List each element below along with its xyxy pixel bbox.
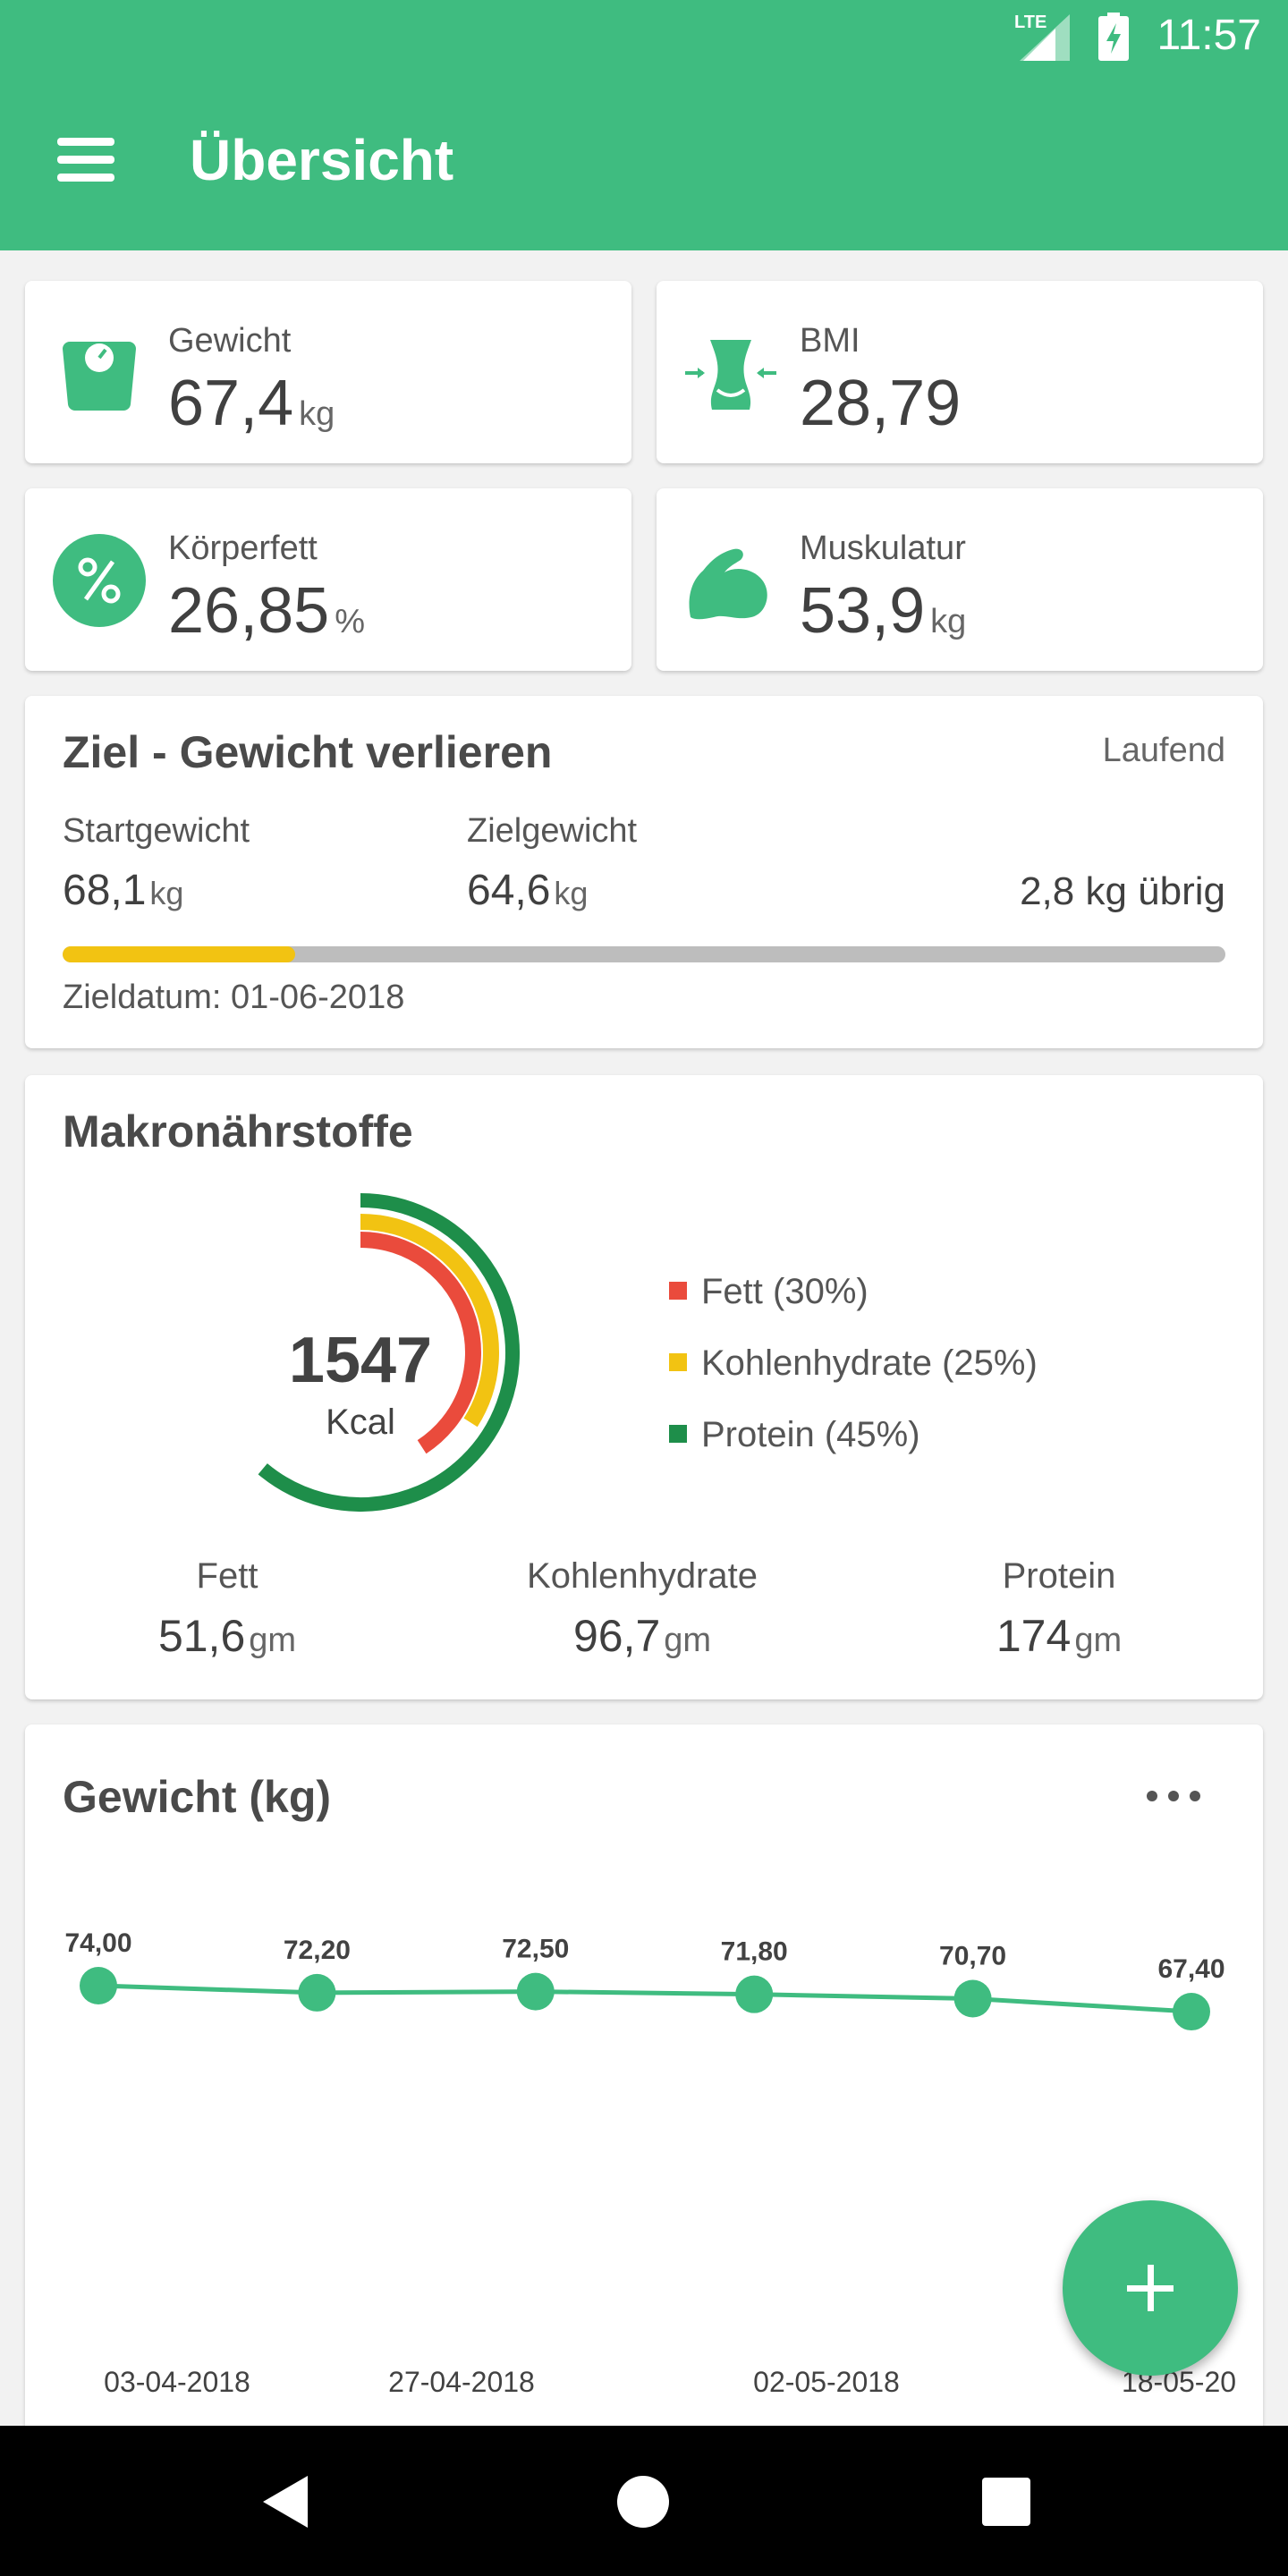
body-icon	[685, 340, 776, 410]
x-tick-label: 27-04-2018	[388, 2366, 535, 2398]
metric-label: BMI	[800, 322, 860, 360]
kcal-value: 1547	[288, 1325, 433, 1396]
legend-swatch	[669, 1282, 687, 1300]
metric-value: 67,4 kg	[168, 368, 335, 439]
status-bar: LTE 11:57	[0, 0, 1288, 72]
protein-label: Protein	[1002, 1556, 1116, 1596]
system-nav-bar	[0, 2426, 1288, 2576]
target-weight-label: Zielgewicht	[467, 812, 638, 850]
metric-value: 28,79	[800, 368, 962, 439]
metric-value: 26,85%	[168, 575, 365, 647]
start-weight-value: 68,1 kg	[63, 867, 184, 914]
data-label: 74,00	[64, 1928, 131, 1958]
goal-progress-bar	[63, 946, 1225, 962]
goal-progress-fill	[63, 946, 295, 962]
donut-arc-1	[360, 1214, 499, 1428]
data-label: 70,70	[939, 1942, 1006, 1971]
fat-value: 51,6 gm	[157, 1611, 297, 1661]
legend-protein: Protein (45%)	[669, 1415, 920, 1455]
goal-title: Ziel - Gewicht verlieren	[63, 727, 553, 777]
data-point[interactable]	[298, 1973, 336, 2012]
macros-card[interactable]: Makronährstoffe 1547 Kcal Fett (30%) Koh…	[25, 1075, 1263, 1699]
metric-label: Muskulatur	[800, 530, 966, 567]
metric-card-body-fat[interactable]: Körperfett 26,85%	[25, 488, 631, 671]
metric-value: 53,9 kg	[800, 575, 967, 647]
legend-fat: Fett (30%)	[669, 1272, 869, 1312]
scale-icon	[63, 342, 136, 411]
menu-icon[interactable]	[52, 132, 120, 186]
metric-card-muscle[interactable]: Muskulatur 53,9 kg	[657, 488, 1263, 671]
more-options-icon[interactable]	[1147, 1787, 1200, 1805]
x-tick-label: 03-04-2018	[104, 2366, 250, 2398]
percent-icon	[53, 534, 146, 627]
x-tick-label: 02-05-2018	[753, 2366, 900, 2398]
data-point[interactable]	[735, 1975, 774, 2013]
donut-arc-2	[360, 1232, 481, 1454]
page-title: Übersicht	[190, 128, 454, 192]
data-point[interactable]	[1173, 1993, 1210, 2031]
signal-icon	[1020, 14, 1070, 61]
weight-series-line	[97, 1983, 1192, 2014]
start-weight-label: Startgewicht	[63, 812, 250, 850]
home-icon[interactable]	[617, 2476, 669, 2528]
fat-label: Fett	[196, 1556, 258, 1596]
metric-card-weight[interactable]: Gewicht 67,4 kg	[25, 281, 631, 463]
back-icon[interactable]	[259, 2474, 313, 2529]
data-label: 72,20	[284, 1936, 351, 1965]
data-label: 67,40	[1157, 1954, 1224, 1984]
kcal-unit: Kcal	[326, 1402, 395, 1442]
add-entry-button[interactable]	[1063, 2200, 1238, 2376]
target-weight-value: 64,6 kg	[467, 867, 589, 914]
goal-status: Laufend	[1102, 732, 1225, 769]
legend-swatch	[669, 1425, 687, 1443]
data-point[interactable]	[516, 1972, 555, 2011]
donut-arc-0	[258, 1193, 520, 1512]
carbs-label: Kohlenhydrate	[527, 1556, 758, 1596]
metric-label: Gewicht	[168, 322, 292, 360]
protein-value: 174 gm	[996, 1611, 1123, 1661]
data-label: 71,80	[721, 1937, 788, 1967]
macro-donut-chart	[258, 1193, 520, 1512]
muscle-icon	[689, 548, 767, 620]
network-type: LTE	[1014, 13, 1047, 32]
legend-swatch	[669, 1353, 687, 1371]
legend-carbs: Kohlenhydrate (25%)	[669, 1343, 1038, 1384]
metric-label: Körperfett	[168, 530, 318, 567]
macros-title: Makronährstoffe	[63, 1106, 413, 1157]
recent-apps-icon[interactable]	[982, 2478, 1030, 2526]
weight-chart-card[interactable]: Gewicht (kg) 74,00 72,20 72,50 71,80 70,70 67…	[25, 1724, 1263, 2458]
data-label: 72,50	[502, 1935, 569, 1964]
status-time: 11:57	[1157, 12, 1261, 59]
goal-card[interactable]: Ziel - Gewicht verlieren Laufend Startge…	[25, 696, 1263, 1048]
battery-charging-icon	[1098, 13, 1129, 61]
data-point[interactable]	[953, 1979, 992, 2018]
app-bar: LTE 11:57 Übersicht	[0, 0, 1288, 250]
data-point[interactable]	[80, 1967, 117, 2004]
weight-line-chart: 74,00 72,20 72,50 71,80 70,70 67,40 03-04-2018…	[64, 1928, 1236, 2398]
goal-date: Zieldatum: 01-06-2018	[63, 979, 405, 1016]
carbs-value: 96,7 gm	[572, 1611, 712, 1661]
metric-card-bmi[interactable]: BMI 28,79	[657, 281, 1263, 463]
weight-chart-title: Gewicht (kg)	[63, 1772, 332, 1822]
remaining-weight: 2,8 kg übrig	[1020, 869, 1225, 913]
